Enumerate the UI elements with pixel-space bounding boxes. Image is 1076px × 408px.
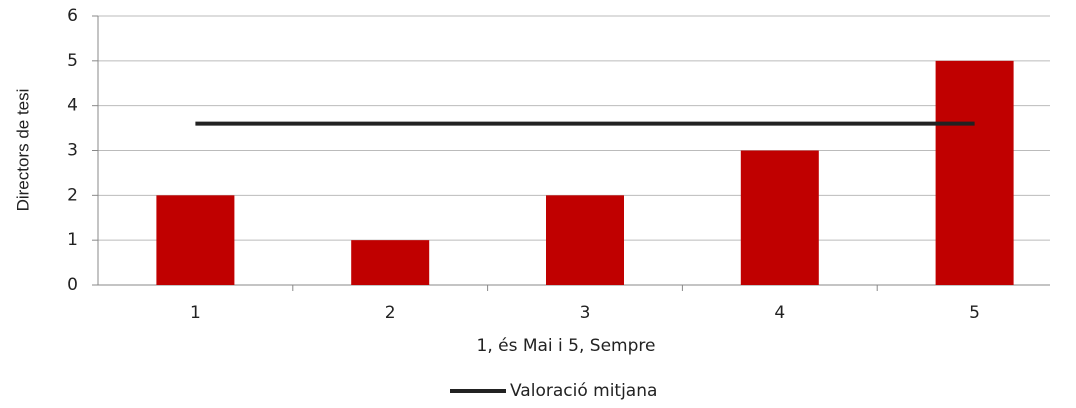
x-tick-label: 2 — [385, 303, 396, 323]
bar — [156, 195, 235, 285]
x-axis-label: 1, és Mai i 5, Sempre — [477, 336, 656, 356]
y-tick-label: 2 — [67, 185, 78, 205]
bar — [351, 240, 430, 285]
y-tick-label: 0 — [67, 275, 78, 295]
x-tick-label: 5 — [969, 303, 980, 323]
x-tick-label: 1 — [190, 303, 201, 323]
y-tick-label: 1 — [67, 230, 78, 250]
bar — [935, 60, 1014, 286]
legend-label: Valoració mitjana — [510, 381, 657, 401]
bar — [546, 195, 624, 285]
x-tick-label: 3 — [580, 303, 591, 323]
y-tick-label: 3 — [67, 141, 78, 161]
bar — [740, 150, 819, 285]
x-tick-label: 4 — [774, 303, 785, 323]
y-axis-label: Directors de tesi — [13, 89, 32, 212]
y-tick-label: 4 — [67, 96, 78, 116]
y-tick-label: 6 — [67, 6, 78, 26]
y-tick-label: 5 — [67, 51, 78, 71]
